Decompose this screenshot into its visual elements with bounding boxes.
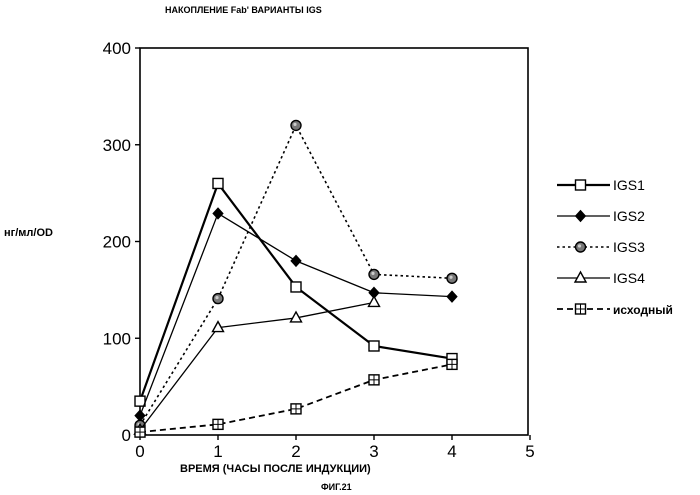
series-3 (135, 120, 457, 430)
legend-marker (576, 304, 586, 314)
y-tick-label: 400 (103, 39, 131, 58)
legend-entry: IGS4 (557, 270, 645, 286)
x-tick-label: 0 (135, 442, 144, 461)
data-point (291, 120, 301, 130)
data-point (213, 294, 223, 304)
y-tick-label: 100 (103, 329, 131, 348)
x-tick-label: 1 (213, 442, 222, 461)
data-point (291, 404, 301, 414)
chart-title: НАКОПЛЕНИЕ Fab' ВАРИАНТЫ IGS (165, 5, 322, 15)
y-axis-label: нг/мл/OD (4, 227, 53, 239)
series-line (140, 302, 374, 430)
data-point (291, 255, 301, 266)
series-5 (135, 359, 457, 437)
x-axis-label: ВРЕМЯ (ЧАСЫ ПОСЛЕ ИНДУКЦИИ) (180, 463, 371, 475)
y-tick-label: 300 (103, 136, 131, 155)
data-point (135, 427, 145, 437)
legend-entry: IGS1 (557, 177, 645, 193)
data-point (213, 178, 223, 188)
data-point (369, 341, 379, 351)
x-tick-label: 5 (525, 442, 534, 461)
series-line (140, 364, 452, 432)
legend-entry: IGS2 (557, 208, 645, 224)
data-point (369, 375, 379, 385)
legend-marker (575, 272, 586, 282)
legend-marker (576, 180, 586, 190)
legend-label: IGS1 (613, 177, 645, 193)
legend-entry: IGS3 (557, 239, 645, 255)
legend-entry: исходный (557, 303, 673, 317)
data-point (447, 273, 457, 283)
legend-label: исходный (613, 303, 673, 317)
legend-label: IGS2 (613, 208, 645, 224)
legend-label: IGS3 (613, 239, 645, 255)
x-tick-label: 2 (291, 442, 300, 461)
y-tick-label: 0 (122, 426, 131, 445)
data-point (447, 359, 457, 369)
figure-caption: ФИГ.21 (321, 482, 352, 492)
data-point (213, 419, 223, 429)
data-point (213, 208, 223, 219)
y-tick-label: 200 (103, 233, 131, 252)
x-tick-label: 3 (369, 442, 378, 461)
series-line (140, 125, 452, 425)
legend-marker (576, 211, 586, 222)
legend-marker (576, 242, 586, 252)
series-1 (135, 178, 457, 406)
data-point (447, 291, 457, 302)
data-point (135, 396, 145, 406)
data-point (369, 269, 379, 279)
data-point (369, 296, 380, 306)
x-tick-label: 4 (447, 442, 456, 461)
data-point (291, 282, 301, 292)
legend-label: IGS4 (613, 270, 645, 286)
